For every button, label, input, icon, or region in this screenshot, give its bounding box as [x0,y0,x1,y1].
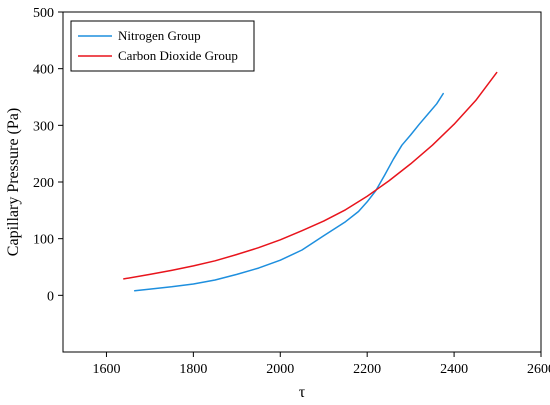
x-tick-label: 2000 [266,362,294,377]
y-tick-label: 500 [33,6,54,21]
series-line-co2 [123,71,498,280]
y-tick-label: 400 [33,63,54,78]
series-lines [123,71,498,292]
legend: Nitrogen Group Carbon Dioxide Group [70,20,255,72]
y-tick-label: 200 [33,176,54,191]
y-tick-label: 300 [33,119,54,134]
y-tick-label: 0 [47,289,54,304]
x-tick-label: 2400 [440,362,468,377]
x-tick-label: 1800 [179,362,207,377]
x-tick-label: 2200 [353,362,381,377]
y-tick-label: 100 [33,233,54,248]
legend-box [70,20,255,72]
legend-label-co2: Carbon Dioxide Group [118,48,238,63]
series-line-nitrogen [133,92,444,292]
legend-label-nitrogen: Nitrogen Group [118,28,201,43]
x-axis-title: τ [299,384,306,401]
x-tick-label: 1600 [92,362,120,377]
y-axis-title: Capillary Pressure (Pa) [5,108,22,256]
